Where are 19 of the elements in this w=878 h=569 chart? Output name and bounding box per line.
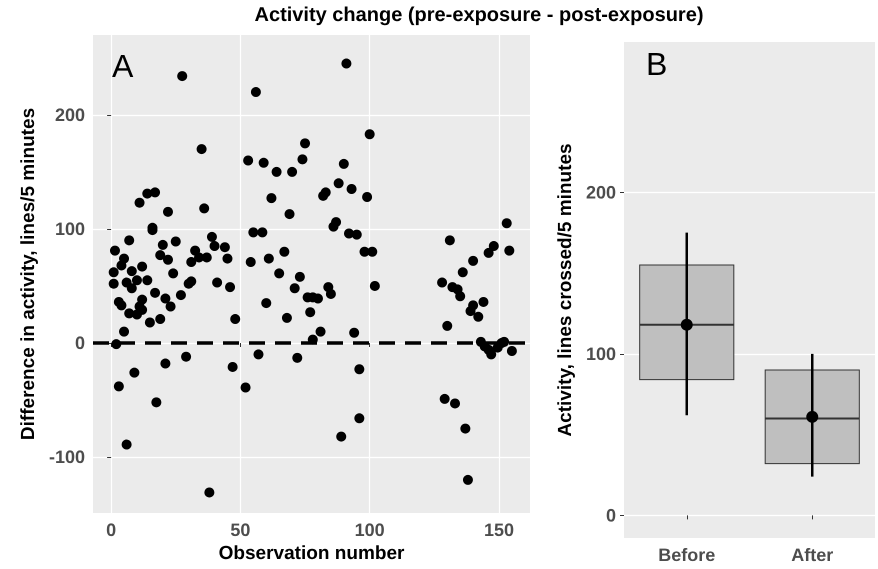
y-axis-title: Difference in activity, lines/5 minutes — [18, 108, 40, 440]
y-tick-label: 100 — [54, 218, 85, 239]
x-tick-label: 50 — [230, 520, 250, 540]
x-tick-label: 100 — [354, 520, 385, 540]
y-tick-label: 200 — [586, 182, 616, 202]
x-tick-label: 0 — [106, 520, 116, 540]
chart-title: Activity change (pre-exposure - post-exposure) — [254, 4, 704, 27]
x-axis-title: Observation number — [218, 542, 406, 564]
y-tick-label: 0 — [74, 333, 85, 354]
annotation: A — [112, 48, 134, 84]
y-tick-label: 200 — [54, 104, 85, 125]
y-tick-label: 0 — [606, 505, 616, 526]
y-tick-label: 100 — [586, 344, 616, 364]
x-tick-label: 150 — [484, 520, 514, 540]
annotation: B — [646, 46, 668, 82]
y-axis-title: Activity, lines crossed/5 minutes — [555, 143, 576, 437]
x-tick-label: After — [791, 545, 834, 565]
x-tick-label: Before — [658, 545, 716, 565]
y-tick-label: -100 — [48, 447, 85, 468]
